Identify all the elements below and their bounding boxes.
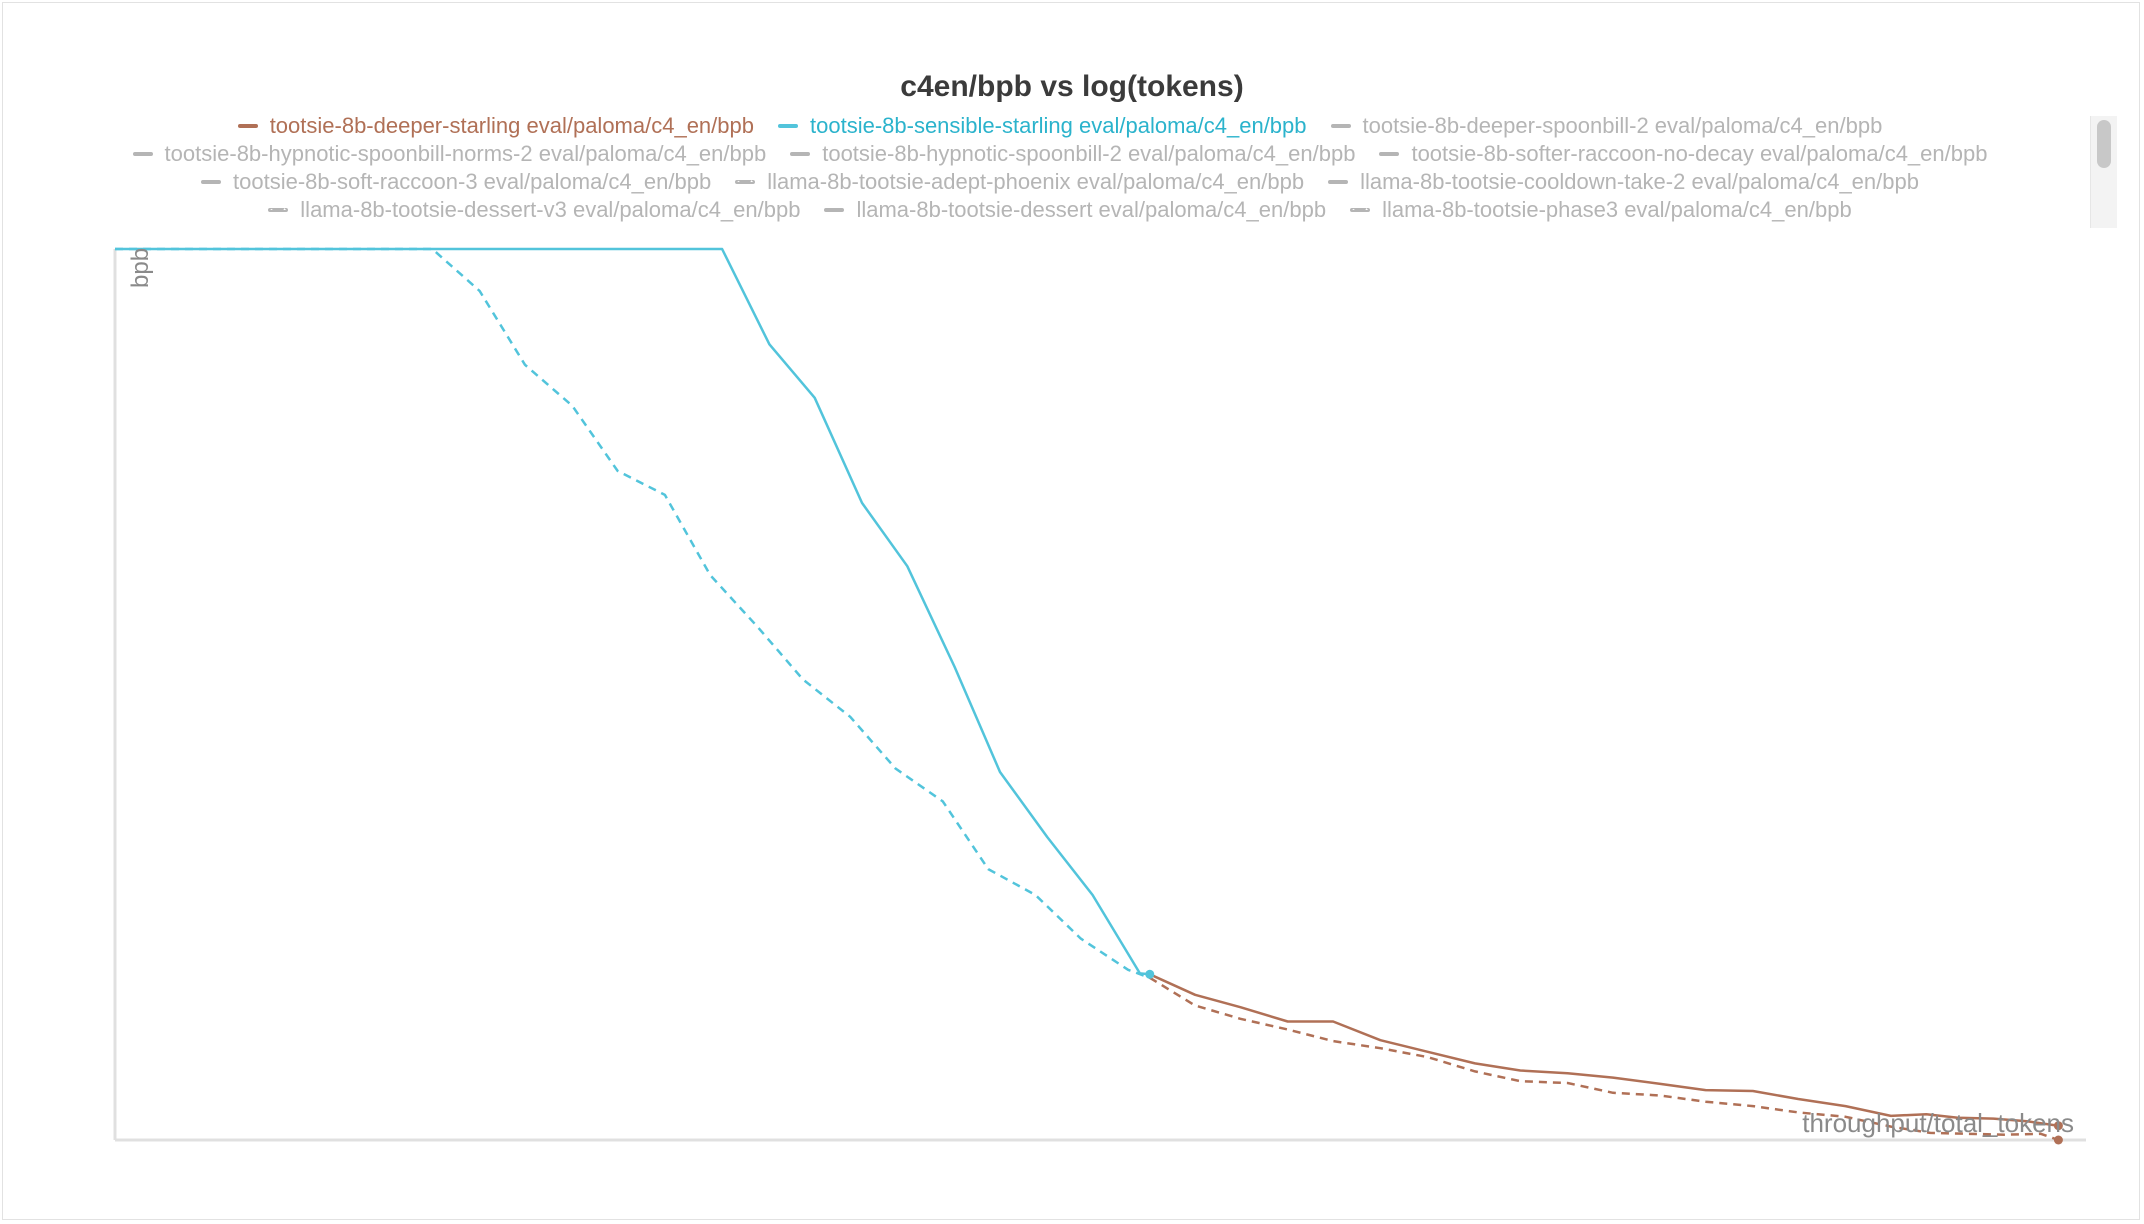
legend-swatch xyxy=(1379,152,1400,156)
legend-swatch xyxy=(1350,208,1371,212)
legend-label: llama-8b-tootsie-cooldown-take-2 eval/pa… xyxy=(1360,169,1919,194)
legend-item[interactable]: tootsie-8b-deeper-starling eval/paloma/c… xyxy=(237,113,754,139)
legend-item[interactable]: llama-8b-tootsie-dessert-v3 eval/paloma/… xyxy=(268,197,800,223)
series-junction-point[interactable] xyxy=(1145,969,1155,979)
legend-label: tootsie-8b-hypnotic-spoonbill-norms-2 ev… xyxy=(164,141,767,166)
legend-label: llama-8b-tootsie-dessert eval/paloma/c4_… xyxy=(856,197,1327,222)
y-axis-label: bpb xyxy=(127,248,154,288)
legend-scroll-thumb[interactable] xyxy=(2097,120,2111,168)
axes xyxy=(113,249,2086,1142)
legend-item[interactable]: tootsie-8b-soft-raccoon-3 eval/paloma/c4… xyxy=(201,169,711,195)
legend-label: tootsie-8b-hypnotic-spoonbill-2 eval/pal… xyxy=(822,141,1356,166)
legend-swatch xyxy=(735,180,756,184)
legend-row: tootsie-8b-deeper-starling eval/paloma/c… xyxy=(40,112,2080,140)
legend-item[interactable]: tootsie-8b-hypnotic-spoonbill-norms-2 ev… xyxy=(132,141,767,167)
legend-label: tootsie-8b-sensible-starling eval/paloma… xyxy=(810,113,1307,138)
chart-title: c4en/bpb vs log(tokens) xyxy=(900,70,1244,103)
series-line-dashed[interactable] xyxy=(1149,976,2059,1142)
legend-swatch xyxy=(1330,124,1351,128)
legend-scrollbar[interactable] xyxy=(2090,116,2117,228)
legend-swatch xyxy=(268,208,289,212)
legend-row: llama-8b-tootsie-dessert-v3 eval/paloma/… xyxy=(40,196,2080,224)
legend-swatch xyxy=(132,152,153,156)
series-line[interactable] xyxy=(115,247,1150,976)
series-layer xyxy=(115,247,2063,1145)
legend-swatch xyxy=(824,208,845,212)
legend-swatch xyxy=(1328,180,1349,184)
series-line[interactable] xyxy=(1149,973,2059,1127)
x-axis-label: throughput/total_tokens xyxy=(1802,1108,2074,1138)
legend-label: tootsie-8b-deeper-spoonbill-2 eval/palom… xyxy=(1362,113,1883,138)
series-end-point[interactable] xyxy=(2053,1135,2063,1145)
legend-swatch xyxy=(778,124,798,128)
legend-label: llama-8b-tootsie-dessert-v3 eval/paloma/… xyxy=(300,197,801,222)
legend-label: tootsie-8b-soft-raccoon-3 eval/paloma/c4… xyxy=(233,169,712,194)
legend-item[interactable]: tootsie-8b-sensible-starling eval/paloma… xyxy=(778,113,1307,139)
legend-item[interactable]: tootsie-8b-hypnotic-spoonbill-2 eval/pal… xyxy=(790,141,1355,167)
legend-swatch xyxy=(201,180,222,184)
series-line-dashed[interactable] xyxy=(115,247,1151,979)
legend-swatch xyxy=(237,124,258,128)
legend-row: tootsie-8b-hypnotic-spoonbill-norms-2 ev… xyxy=(40,140,2080,168)
legend: tootsie-8b-deeper-starling eval/paloma/c… xyxy=(40,112,2080,228)
legend-label: llama-8b-tootsie-adept-phoenix eval/palo… xyxy=(767,169,1305,194)
legend-label: llama-8b-tootsie-phase3 eval/paloma/c4_e… xyxy=(1382,197,1852,222)
series-end-point[interactable] xyxy=(2053,1121,2063,1131)
legend-row: tootsie-8b-soft-raccoon-3 eval/paloma/c4… xyxy=(40,168,2080,196)
legend-label: tootsie-8b-softer-raccoon-no-decay eval/… xyxy=(1411,141,1988,166)
legend-item[interactable]: llama-8b-tootsie-adept-phoenix eval/palo… xyxy=(735,169,1304,195)
legend-swatch xyxy=(790,152,811,156)
legend-item[interactable]: llama-8b-tootsie-cooldown-take-2 eval/pa… xyxy=(1328,169,1919,195)
legend-item[interactable]: llama-8b-tootsie-dessert eval/paloma/c4_… xyxy=(824,197,1326,223)
legend-label: tootsie-8b-deeper-starling eval/paloma/c… xyxy=(269,113,754,138)
legend-item[interactable]: llama-8b-tootsie-phase3 eval/paloma/c4_e… xyxy=(1350,197,1852,223)
legend-item[interactable]: tootsie-8b-deeper-spoonbill-2 eval/palom… xyxy=(1330,113,1883,139)
legend-item[interactable]: tootsie-8b-softer-raccoon-no-decay eval/… xyxy=(1379,141,1987,167)
